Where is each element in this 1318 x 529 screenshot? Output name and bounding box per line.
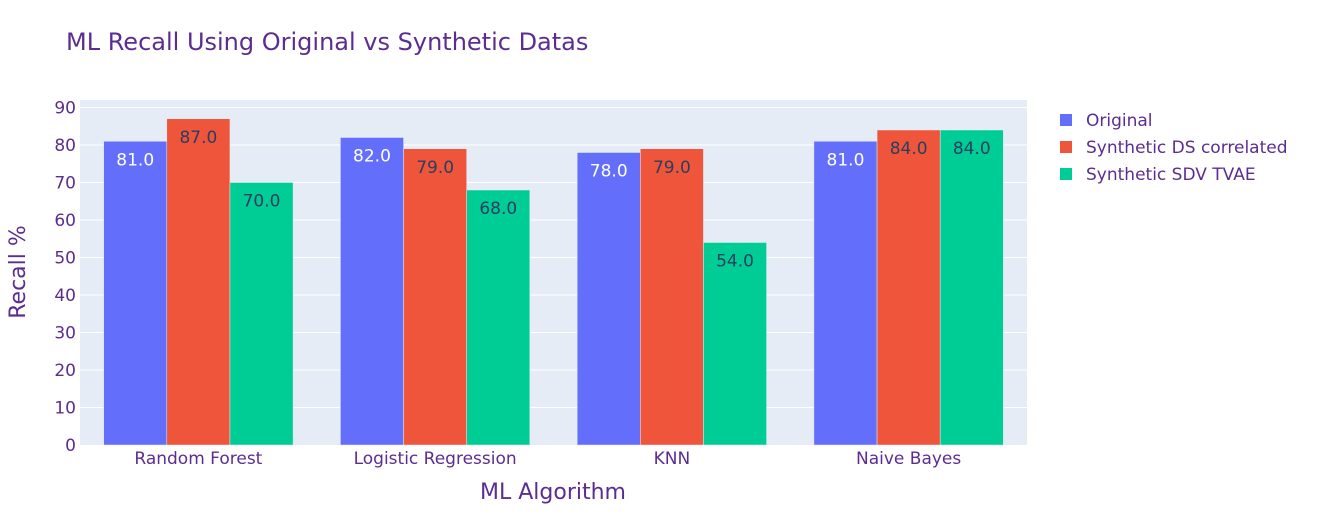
bar[interactable] bbox=[166, 118, 231, 446]
bar[interactable] bbox=[640, 148, 704, 446]
y-tick-label: 10 bbox=[54, 399, 76, 419]
y-tick-label: 40 bbox=[54, 286, 76, 306]
bar[interactable] bbox=[939, 129, 1004, 446]
legend-item[interactable]: Synthetic DS correlated bbox=[1060, 138, 1288, 158]
y-tick-label: 80 bbox=[54, 136, 76, 156]
bar[interactable] bbox=[103, 141, 168, 446]
legend-swatch bbox=[1060, 141, 1072, 153]
bar-value-label: 54.0 bbox=[716, 252, 754, 272]
bar-value-label: 79.0 bbox=[416, 158, 454, 178]
bar[interactable] bbox=[466, 189, 531, 446]
bar-value-label: 79.0 bbox=[653, 158, 691, 178]
legend-label: Synthetic DS correlated bbox=[1086, 138, 1288, 158]
chart-title: ML Recall Using Original vs Synthetic Da… bbox=[66, 28, 588, 56]
bar-value-label: 81.0 bbox=[827, 150, 865, 170]
legend[interactable]: Original Synthetic DS correlated Synthetic… bbox=[1060, 111, 1288, 185]
bars bbox=[103, 118, 1004, 446]
legend-item[interactable]: Synthetic SDV TVAE bbox=[1060, 165, 1256, 185]
legend-swatch bbox=[1060, 168, 1072, 180]
x-axis-ticks: Random Forest Logistic Regression KNN Naive… bbox=[134, 449, 961, 469]
legend-label: Synthetic SDV TVAE bbox=[1086, 165, 1256, 185]
bar-value-label: 84.0 bbox=[890, 139, 928, 159]
bar-value-label: 87.0 bbox=[179, 128, 217, 148]
y-tick-label: 20 bbox=[54, 361, 76, 381]
y-tick-label: 70 bbox=[54, 174, 76, 194]
bar-labels: 81.0 87.0 70.0 82.0 79.0 68.0 78.0 79.0 54.0 81.0… bbox=[116, 128, 990, 272]
x-tick-label: Naive Bayes bbox=[856, 449, 961, 469]
y-axis-title: Recall % bbox=[6, 225, 31, 319]
bar-value-label: 70.0 bbox=[243, 192, 281, 212]
bar[interactable] bbox=[340, 137, 404, 446]
y-tick-label: 60 bbox=[54, 211, 76, 231]
x-tick-label: KNN bbox=[654, 449, 691, 469]
x-tick-label: Random Forest bbox=[134, 449, 262, 469]
bar-value-label: 81.0 bbox=[116, 150, 154, 170]
y-axis-ticks: 0 10 20 30 40 50 60 70 80 90 bbox=[54, 99, 76, 457]
legend-swatch bbox=[1060, 114, 1072, 126]
bar-value-label: 68.0 bbox=[479, 199, 517, 219]
x-axis-title: ML Algorithm bbox=[480, 480, 626, 505]
bar-value-label: 78.0 bbox=[590, 162, 628, 182]
bar[interactable] bbox=[813, 141, 878, 446]
y-tick-label: 50 bbox=[54, 249, 76, 269]
y-tick-label: 90 bbox=[54, 99, 76, 119]
y-tick-label: 30 bbox=[54, 324, 76, 344]
bar-value-label: 82.0 bbox=[353, 147, 391, 167]
legend-label: Original bbox=[1086, 111, 1153, 131]
bar[interactable] bbox=[576, 152, 641, 446]
bar[interactable] bbox=[703, 242, 767, 446]
bar-value-label: 84.0 bbox=[953, 139, 991, 159]
y-tick-label: 0 bbox=[65, 436, 76, 456]
bar[interactable] bbox=[229, 182, 294, 446]
legend-item[interactable]: Original bbox=[1060, 111, 1153, 131]
x-tick-label: Logistic Regression bbox=[354, 449, 517, 469]
bar[interactable] bbox=[403, 148, 467, 446]
bar[interactable] bbox=[876, 129, 941, 446]
